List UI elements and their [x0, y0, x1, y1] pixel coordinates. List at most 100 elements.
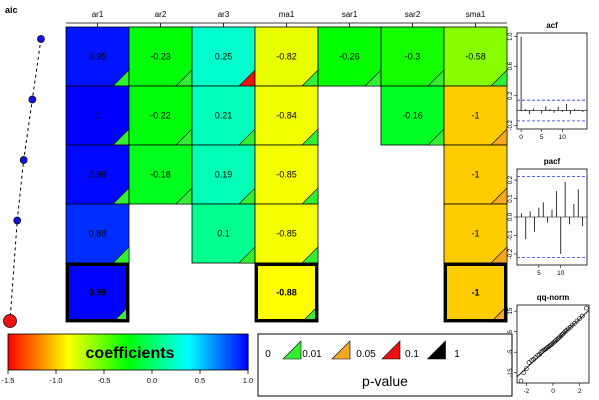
p-value-swatch: [381, 340, 401, 360]
colorbar-segment: [60, 334, 63, 370]
cell-fill: [254, 203, 319, 264]
heatmap-cell: 0.25: [191, 26, 256, 87]
cell-value: 0.19: [215, 170, 233, 180]
colorbar-segment: [188, 334, 191, 370]
colorbar-segment: [132, 334, 135, 370]
acf-y-tick-label: -0.2: [508, 119, 514, 130]
colorbar-segment: [10, 334, 13, 370]
colorbar-segment: [38, 334, 41, 370]
cell-value: -1: [471, 170, 479, 180]
qqnorm-point: [577, 316, 582, 321]
colorbar-segment: [128, 334, 131, 370]
p-value-break-label: 0.01: [302, 349, 322, 360]
colorbar-segment: [176, 334, 179, 370]
best-model-outline: [66, 263, 129, 322]
colorbar-segment: [82, 334, 85, 370]
qqnorm-point: [524, 366, 529, 371]
cell-value: 0.21: [215, 111, 233, 121]
qq-norm-panel: qq-norm -2 0 2 15 5 -5 -15: [508, 293, 590, 395]
colorbar-segment: [40, 334, 43, 370]
colorbar-segment: [144, 334, 147, 370]
qqnorm-point: [557, 334, 562, 340]
cell-fill: [443, 144, 508, 205]
cell-value: -1: [471, 111, 479, 121]
qqnorm-point: [552, 339, 557, 345]
heatmap-cell: -1: [443, 262, 508, 323]
colorbar-segment: [92, 334, 95, 370]
acf-y-tick-label: 1.0: [508, 32, 514, 41]
acf-title: acf: [546, 21, 558, 30]
column-label-ar1: ar1: [92, 10, 104, 19]
colorbar-segment: [226, 334, 229, 370]
pacf-y-tick-label: 0.0: [508, 212, 514, 221]
qqnorm-point: [572, 321, 577, 326]
colorbar-segment: [156, 334, 159, 370]
colorbar-segment: [202, 334, 205, 370]
cell-fill: [65, 144, 130, 205]
cell-fill: [317, 26, 382, 87]
cell-value: -0.85: [276, 229, 297, 239]
colorbar-segment: [164, 334, 167, 370]
colorbar-tick-label: 0.0: [147, 376, 157, 385]
colorbar-segment: [48, 334, 51, 370]
cell-value: -0.85: [276, 170, 297, 180]
cell-value: 0.99: [89, 288, 107, 298]
qqnorm-point: [553, 338, 558, 344]
cell-value: 0.25: [215, 52, 233, 62]
colorbar-segment: [194, 334, 197, 370]
colorbar-segment: [34, 334, 37, 370]
cell-value: 0.89: [89, 229, 107, 239]
cell-value: -0.84: [276, 111, 297, 121]
colorbar-segment: [162, 334, 165, 370]
colorbar-segment: [86, 334, 89, 370]
colorbar-segment: [222, 334, 225, 370]
colorbar-segment: [118, 334, 121, 370]
colorbar-segment: [112, 334, 115, 370]
colorbar-segment: [64, 334, 67, 370]
cell-fill: [65, 26, 130, 87]
colorbar-tick-label: -1.0: [50, 376, 63, 385]
cell-fill: [254, 26, 319, 87]
cell-fill: [128, 144, 193, 205]
heatmap-cell: -0.85: [254, 144, 319, 205]
colorbar-segment: [106, 334, 109, 370]
colorbar-segment: [158, 334, 161, 370]
colorbar-segment: [80, 334, 83, 370]
cell-value: -0.82: [276, 52, 297, 62]
colorbar-segment: [76, 334, 79, 370]
heatmap-cell: -0.3: [380, 26, 445, 87]
qqnorm-x-tick-label: 2: [578, 388, 582, 395]
heatmap-cell: -0.16: [380, 85, 445, 146]
qqnorm-point: [561, 330, 566, 336]
cell-fill: [191, 85, 256, 146]
heatmap-cell: -0.84: [254, 85, 319, 146]
qqnorm-point: [550, 340, 556, 346]
colorbar-segment: [14, 334, 17, 370]
qqnorm-point: [521, 370, 526, 376]
colorbar-segment: [36, 334, 39, 370]
colorbar-tick-label: -1.5: [2, 376, 15, 385]
colorbar-segment: [148, 334, 151, 370]
heatmap-cell: 0.21: [191, 85, 256, 146]
colorbar-segment: [240, 334, 243, 370]
colorbar-segment: [244, 334, 247, 370]
colorbar-segment: [206, 334, 209, 370]
qqnorm-point: [584, 305, 589, 311]
colorbar-segment: [30, 334, 33, 370]
colorbar-segment: [214, 334, 217, 370]
colorbar-segment: [220, 334, 223, 370]
colorbar-segment: [242, 334, 245, 370]
acf-frame: [516, 32, 588, 130]
colorbar-segment: [190, 334, 193, 370]
qqnorm-y-tick-label: -5: [508, 349, 514, 355]
colorbar-label: coefficients: [86, 345, 175, 362]
best-model-outline: [444, 263, 507, 322]
cell-fill: [191, 144, 256, 205]
colorbar-segment: [66, 334, 69, 370]
cell-fill: [443, 203, 508, 264]
cell-value: 0.1: [217, 229, 230, 239]
colorbar-segment: [18, 334, 21, 370]
colorbar-segment: [134, 334, 137, 370]
colorbar-segment: [198, 334, 201, 370]
